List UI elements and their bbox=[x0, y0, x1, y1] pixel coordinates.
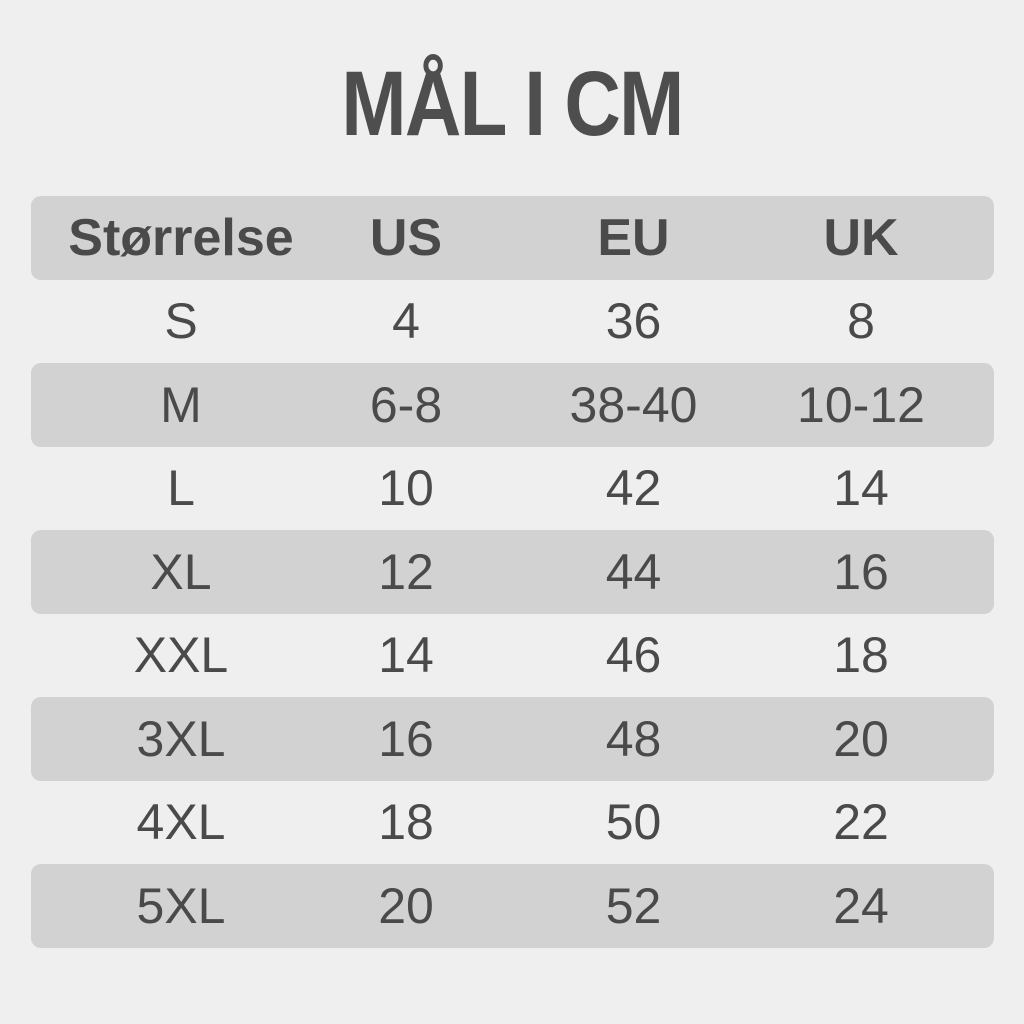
header-cell: US bbox=[369, 208, 443, 267]
table-cell: 4XL bbox=[136, 794, 226, 851]
table-cell: 10-12 bbox=[797, 376, 925, 433]
size-table: Størrelse US EU UK S 4 36 8 M 6-8 38-40 10-12 L 1… bbox=[31, 196, 994, 948]
table-cell: L bbox=[167, 460, 195, 517]
table-row: 4XL 18 50 22 bbox=[31, 781, 994, 865]
table-row: L 10 42 14 bbox=[31, 447, 994, 531]
table-cell: 52 bbox=[605, 877, 662, 934]
table-row: XL 12 44 16 bbox=[31, 530, 994, 614]
table-cell: 46 bbox=[605, 627, 662, 684]
table-cell: 14 bbox=[833, 460, 889, 517]
header-cell: UK bbox=[823, 208, 899, 267]
table-cell: 44 bbox=[605, 543, 662, 600]
header-cell: Størrelse bbox=[68, 208, 294, 267]
table-cell: 24 bbox=[833, 877, 889, 934]
table-cell: 16 bbox=[378, 710, 434, 767]
table-cell: 20 bbox=[833, 710, 889, 767]
table-row: M 6-8 38-40 10-12 bbox=[31, 363, 994, 447]
table-cell: 48 bbox=[605, 710, 662, 767]
table-row: XXL 14 46 18 bbox=[31, 614, 994, 698]
table-cell: 5XL bbox=[136, 877, 226, 934]
table-cell: 6-8 bbox=[369, 376, 443, 433]
table-header: Størrelse US EU UK bbox=[31, 196, 994, 280]
table-cell: 42 bbox=[605, 460, 662, 517]
table-cell: 22 bbox=[833, 794, 889, 851]
table-cell: S bbox=[164, 293, 198, 350]
table-row: 3XL 16 48 20 bbox=[31, 697, 994, 781]
table-row: 5XL 20 52 24 bbox=[31, 864, 994, 948]
table-cell: 16 bbox=[833, 543, 889, 600]
table-cell: 20 bbox=[378, 877, 434, 934]
table-cell: 10 bbox=[378, 460, 434, 517]
header-cell: EU bbox=[597, 208, 670, 267]
table-cell: 12 bbox=[378, 543, 434, 600]
table-cell: 38-40 bbox=[569, 376, 698, 433]
table-cell: 18 bbox=[833, 627, 889, 684]
page-title: MÅL I CM bbox=[341, 53, 684, 155]
table-cell: 50 bbox=[605, 794, 662, 851]
table-row: S 4 36 8 bbox=[31, 280, 994, 364]
table-cell: 8 bbox=[847, 293, 875, 350]
table-cell: M bbox=[160, 376, 202, 433]
table-cell: XXL bbox=[133, 627, 229, 684]
table-cell: 18 bbox=[378, 794, 434, 851]
table-cell: XL bbox=[150, 543, 212, 600]
table-cell: 4 bbox=[392, 293, 420, 350]
table-cell: 14 bbox=[378, 627, 434, 684]
table-cell: 3XL bbox=[136, 710, 226, 767]
table-cell: 36 bbox=[605, 293, 662, 350]
